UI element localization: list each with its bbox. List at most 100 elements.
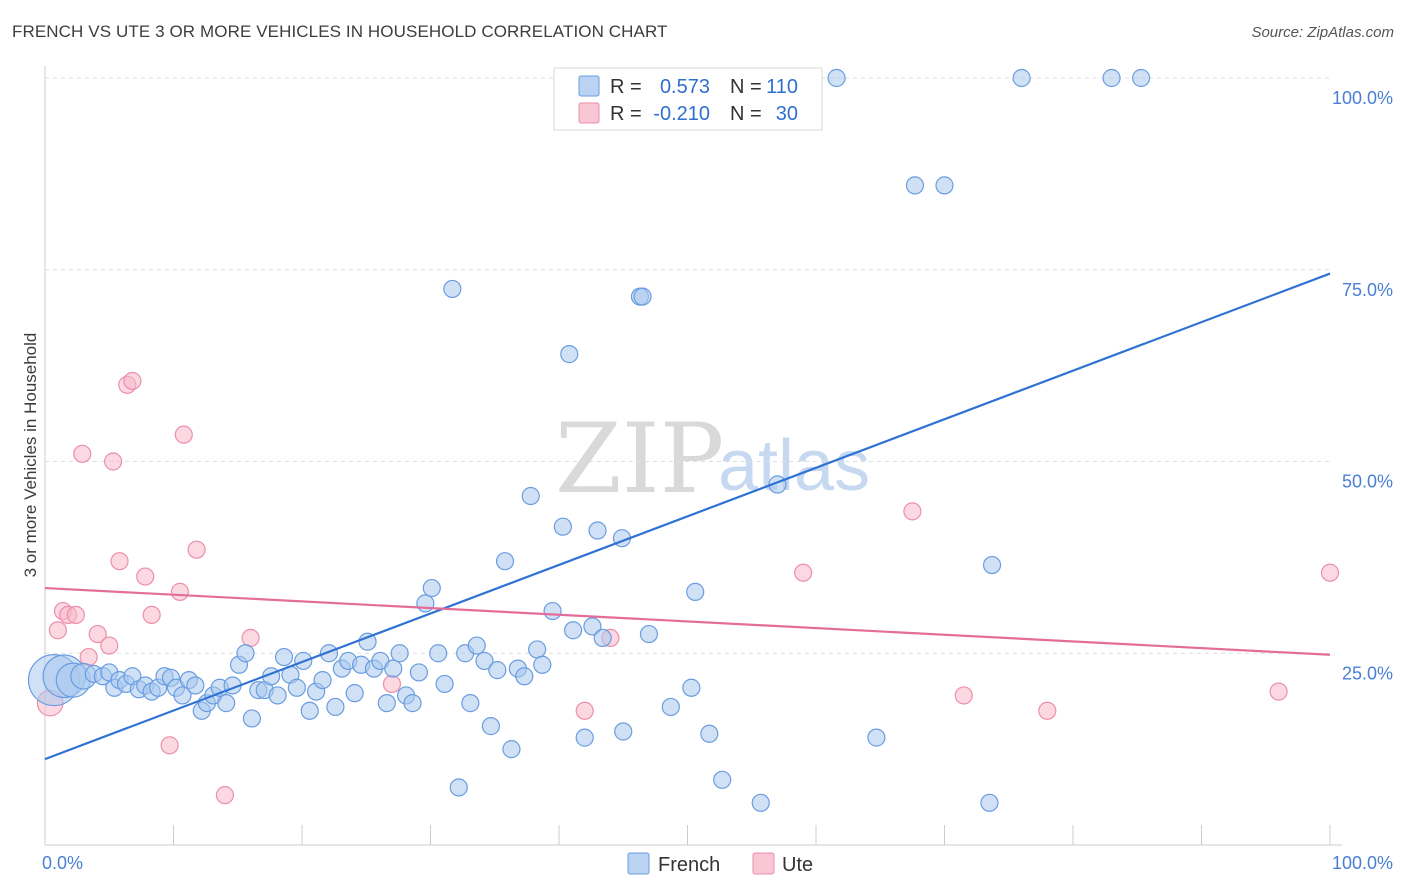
french-point-41 <box>319 644 339 663</box>
french-point-74 <box>533 655 552 674</box>
french-point-28 <box>236 644 255 663</box>
french-point-86 <box>633 287 652 306</box>
french-point-61 <box>449 778 468 797</box>
watermark-atlas: atlas <box>718 426 870 506</box>
ute-point-4 <box>66 605 85 625</box>
french-point-98 <box>935 176 954 195</box>
legend-n-value-ute: 30 <box>776 103 798 125</box>
ute-point-17 <box>174 425 193 444</box>
french-point-72 <box>521 486 540 506</box>
french-point-18 <box>173 686 192 705</box>
french-point-51 <box>384 659 403 678</box>
watermark: ZIP atlas <box>555 403 870 515</box>
legend-r-label-ute: R = <box>610 103 642 125</box>
french-point-79 <box>575 728 594 747</box>
french-point-91 <box>700 724 719 743</box>
french-point-69 <box>502 740 521 759</box>
french-point-60 <box>443 279 462 299</box>
french-point-67 <box>488 661 507 680</box>
ute-point-19 <box>215 786 234 805</box>
y-tick-label-3: 100.0% <box>1332 88 1393 108</box>
french-point-80 <box>583 617 602 636</box>
ute-point-14 <box>142 605 161 625</box>
ute-points <box>36 371 1340 805</box>
french-point-71 <box>515 667 534 686</box>
chart-title: FRENCH VS UTE 3 OR MORE VEHICLES IN HOUS… <box>12 22 668 41</box>
french-point-66 <box>481 717 500 736</box>
ute-point-1 <box>48 621 67 640</box>
french-point-81 <box>588 521 607 540</box>
ute-point-24 <box>794 563 813 582</box>
french-point-103 <box>1132 68 1151 88</box>
french-point-82 <box>593 628 612 648</box>
ute-trendline <box>44 586 1331 656</box>
french-point-64 <box>467 636 486 655</box>
ute-point-7 <box>88 624 107 644</box>
ute-point-9 <box>104 452 123 471</box>
french-point-75 <box>543 601 562 621</box>
french-point-88 <box>661 697 680 717</box>
legend-n-label-ute: N = <box>730 103 762 125</box>
french-point-77 <box>560 345 579 364</box>
ute-point-15 <box>160 736 179 755</box>
ute-point-12 <box>123 371 142 391</box>
french-point-58 <box>429 644 448 663</box>
ute-point-26 <box>954 686 973 705</box>
french-point-102 <box>1102 68 1121 88</box>
ute-point-28 <box>1269 682 1288 701</box>
french-point-100 <box>980 793 999 812</box>
french-point-29 <box>242 709 261 728</box>
french-point-56 <box>416 594 435 613</box>
french-point-63 <box>461 694 480 713</box>
french-point-84 <box>614 722 633 741</box>
bottom-legend-swatch-ute <box>752 852 775 875</box>
french-point-45 <box>345 684 364 703</box>
y-tick-label-1: 50.0% <box>1342 472 1393 492</box>
french-point-101 <box>1012 68 1031 88</box>
french-point-95 <box>827 68 846 88</box>
french-point-42 <box>326 697 345 717</box>
french-point-78 <box>564 621 583 640</box>
trendlines <box>44 272 1331 761</box>
legend-swatch-french <box>578 75 600 97</box>
legend-r-value-ute: -0.210 <box>653 103 710 125</box>
legend-swatch-ute <box>578 102 600 124</box>
french-point-76 <box>553 517 572 536</box>
y-tick-label-0: 25.0% <box>1342 663 1393 683</box>
french-point-96 <box>867 728 886 747</box>
source-credit: Source: ZipAtlas.com <box>1251 24 1394 41</box>
y-axis-label: 3 or more Vehicles in Household <box>21 333 40 578</box>
french-point-93 <box>751 793 770 812</box>
ute-point-29 <box>1320 563 1340 582</box>
watermark-zip: ZIP <box>555 403 724 515</box>
french-point-50 <box>377 694 396 713</box>
french-point-68 <box>495 552 515 571</box>
french-point-65 <box>475 651 494 671</box>
french-point-55 <box>409 663 429 682</box>
legend-r-label-french: R = <box>610 76 642 98</box>
ute-point-25 <box>903 502 922 521</box>
ute-point-27 <box>1038 701 1057 720</box>
french-point-92 <box>713 770 732 789</box>
ute-point-22 <box>575 701 594 720</box>
french-points <box>27 68 1151 812</box>
bottom-legend: French Ute <box>627 852 813 876</box>
french-point-54 <box>403 694 422 713</box>
french-point-89 <box>682 678 701 697</box>
french-trendline <box>44 272 1331 761</box>
french-point-99 <box>982 555 1002 575</box>
french-point-52 <box>390 644 409 663</box>
french-point-87 <box>639 624 659 644</box>
tick-labels: 25.0% 50.0% 75.0% 100.0% 0.0% 100.0% <box>42 88 1393 873</box>
french-point-40 <box>313 670 332 690</box>
french-point-33 <box>268 686 287 705</box>
ute-point-5 <box>73 444 92 463</box>
french-point-20 <box>186 676 205 695</box>
ute-point-21 <box>382 674 402 694</box>
grid <box>45 77 1330 654</box>
french-point-36 <box>287 678 306 697</box>
ute-point-16 <box>170 582 190 601</box>
y-tick-label-2: 75.0% <box>1342 280 1393 300</box>
french-point-25 <box>217 694 236 713</box>
